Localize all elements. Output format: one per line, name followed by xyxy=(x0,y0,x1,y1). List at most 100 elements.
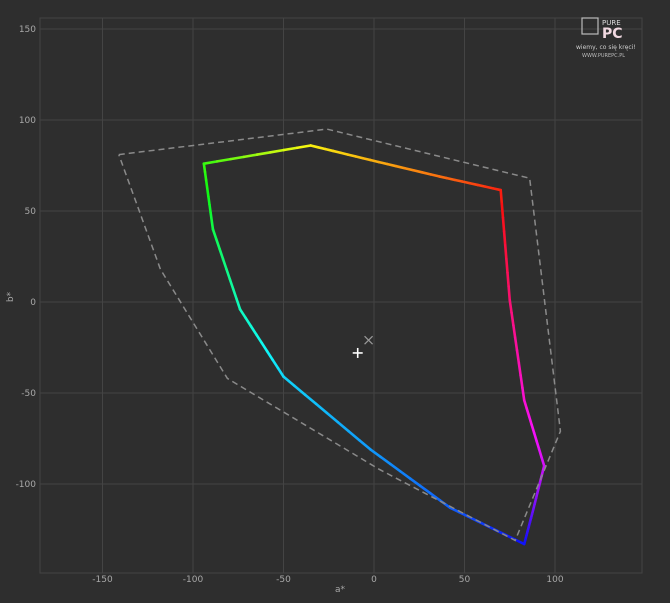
measured-gamut-segment xyxy=(468,181,479,187)
measured-gamut-segment xyxy=(379,455,392,466)
measured-gamut-segment xyxy=(336,420,350,433)
x-tick-label: 0 xyxy=(371,575,377,585)
measured-gamut-segment xyxy=(255,333,264,345)
measured-gamut-segment xyxy=(231,287,238,301)
measured-gamut-segment xyxy=(204,178,209,190)
markers-layer xyxy=(352,335,373,358)
y-tick-label: -50 xyxy=(21,389,36,399)
y-tick-label: 150 xyxy=(19,25,36,35)
measured-gamut-segment xyxy=(429,173,441,178)
measured-gamut-segment xyxy=(537,448,543,459)
measured-gamut-segment xyxy=(445,176,456,182)
measured-gamut-segment xyxy=(325,411,340,424)
plot-border xyxy=(39,17,643,574)
measured-gamut-segment xyxy=(221,257,228,271)
logo: PURE PC wiemy, co się kręci! WWW.PUREPC.… xyxy=(576,17,636,59)
measured-gamut-segment xyxy=(521,386,526,402)
svg-text:wiemy, co się kręci!: wiemy, co się kręci! xyxy=(576,44,636,51)
measured-gamut-segment xyxy=(211,227,218,241)
measured-gamut-segment xyxy=(235,297,242,311)
measured-gamut-segment xyxy=(347,429,361,442)
measured-gamut-segment xyxy=(398,469,412,480)
measured-gamut-segment xyxy=(225,267,232,281)
x-tick-label: 50 xyxy=(459,575,471,585)
measured-gamut-segment xyxy=(282,375,296,388)
measured-gamut-segment xyxy=(420,171,432,176)
grid xyxy=(39,17,643,574)
y-axis-label: b* xyxy=(6,291,16,302)
measured-gamut-segment xyxy=(205,186,210,198)
measured-gamut-segment xyxy=(228,277,235,291)
measured-gamut-segment xyxy=(269,148,286,154)
y-tick-label: 0 xyxy=(30,298,36,308)
measured-gamut-segment xyxy=(314,402,329,415)
measured-gamut-segment xyxy=(437,175,449,180)
measured-gamut-segment xyxy=(510,311,515,327)
measured-gamut-segment xyxy=(386,162,398,168)
measured-gamut-segment xyxy=(265,350,274,362)
measured-gamut-segment xyxy=(522,398,529,410)
x-tick-label: 100 xyxy=(546,575,563,585)
measured-gamut-segment xyxy=(238,307,247,319)
measured-gamut-segment xyxy=(255,151,272,156)
measured-gamut-segment xyxy=(249,324,258,336)
measured-gamut-segment xyxy=(282,146,299,152)
measured-gamut-segment xyxy=(403,166,415,172)
svg-text:PC: PC xyxy=(602,26,623,42)
measured-gamut-segment xyxy=(215,237,221,251)
measured-gamut-segment xyxy=(527,415,533,427)
measured-gamut-segment xyxy=(215,157,232,163)
measured-gamut-segment xyxy=(513,538,526,546)
marker-stroke xyxy=(364,335,373,345)
measured-gamut-segment xyxy=(358,439,372,451)
measured-gamut-segment xyxy=(369,448,382,459)
measured-gamut-segment xyxy=(203,170,208,182)
measured-gamut-segment xyxy=(501,216,506,233)
measured-gamut-segment xyxy=(513,336,519,352)
measured-gamut-segment xyxy=(515,348,521,365)
logo-cube-icon xyxy=(581,17,599,35)
measured-gamut-segment xyxy=(369,158,381,164)
measured-gamut-segment xyxy=(505,257,509,274)
svg-text:PURE: PURE xyxy=(602,19,621,27)
measured-gamut-segment xyxy=(519,373,524,390)
y-tick-label: 50 xyxy=(25,207,37,217)
measured-gamut-segment xyxy=(502,230,507,247)
y-tick-label: -100 xyxy=(16,480,37,490)
measured-gamut-segment xyxy=(484,185,495,190)
x-axis-label: a* xyxy=(335,585,346,595)
x-tick-label: -50 xyxy=(276,575,291,585)
measured-gamut-segment xyxy=(394,164,407,170)
measured-gamut-segment xyxy=(448,506,461,514)
measured-gamut-segment xyxy=(525,407,531,418)
measured-gamut-segment xyxy=(377,160,389,166)
measured-gamut-segment xyxy=(218,247,225,261)
measured-gamut-segment xyxy=(508,298,513,314)
measured-gamut-segment xyxy=(460,180,472,185)
measured-gamut-segment xyxy=(512,323,517,340)
svg-text:WWW.PUREPC.PL: WWW.PUREPC.PL xyxy=(582,53,625,59)
measured-gamut-segment xyxy=(428,491,442,502)
measured-gamut-segment xyxy=(408,477,422,488)
measured-gamut-segment xyxy=(507,285,512,302)
white-point-plus-marker xyxy=(352,347,363,358)
measured-gamut-segment xyxy=(242,153,259,159)
measured-gamut-segment xyxy=(500,202,505,219)
measured-gamut-segment xyxy=(530,423,536,435)
x-tick-label: -100 xyxy=(183,575,204,585)
reference-gamut-line xyxy=(118,128,562,542)
measured-gamut-segment xyxy=(293,384,307,397)
measured-gamut-segment xyxy=(503,243,508,261)
measured-gamut-segment xyxy=(208,203,212,215)
series-layer xyxy=(118,128,562,546)
measured-gamut-segment xyxy=(412,168,424,174)
measured-gamut-segment xyxy=(229,155,246,161)
measured-gamut-segment xyxy=(276,366,285,378)
measured-gamut-segment xyxy=(207,195,211,206)
measured-gamut-segment xyxy=(202,160,219,165)
measured-gamut-segment xyxy=(535,439,541,451)
measured-gamut-segment xyxy=(491,187,503,192)
measured-gamut-segment xyxy=(296,144,312,150)
